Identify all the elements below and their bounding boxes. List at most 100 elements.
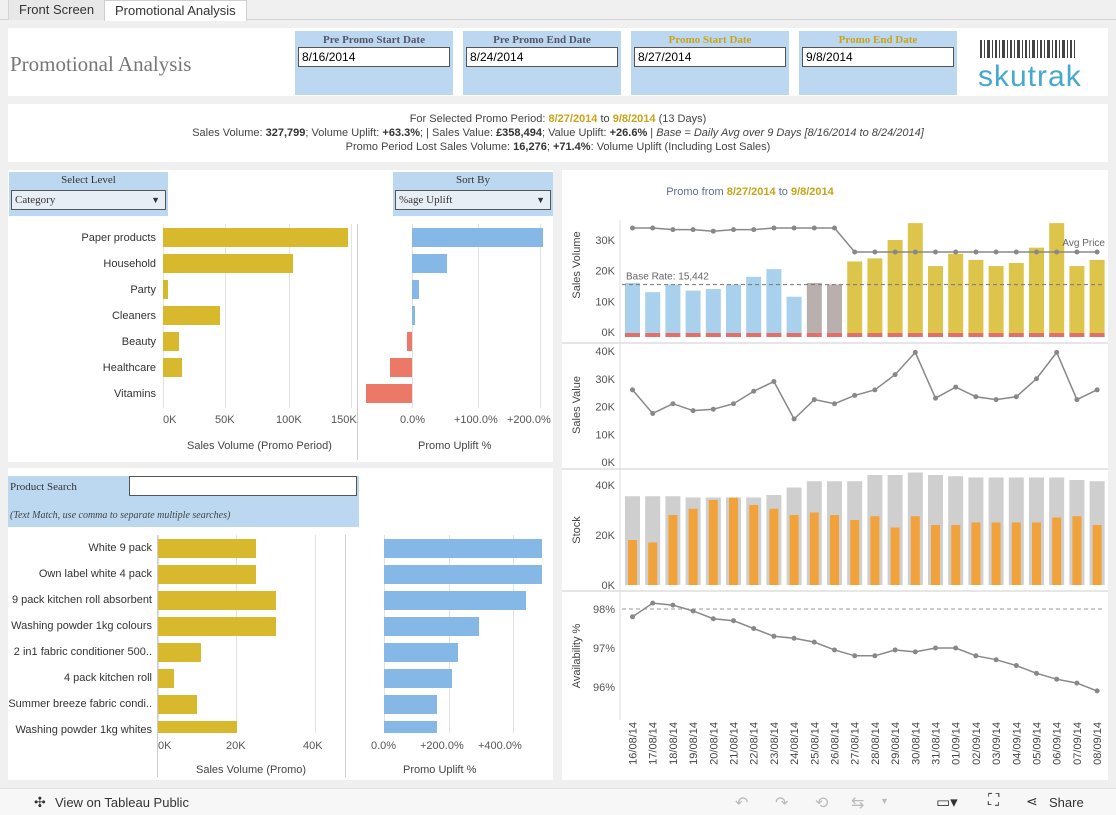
- x-tick-label: 150K: [331, 414, 357, 426]
- sales-volume-bar: [806, 282, 822, 333]
- stock-on-hand-bar: [648, 542, 658, 585]
- x-date-label: 30/08/14: [910, 722, 922, 765]
- uplift-bar: [384, 617, 480, 636]
- lost-sales-bar: [1049, 333, 1065, 337]
- product-search-box: Product Search (Text Match, use comma to…: [8, 476, 359, 527]
- chevron-down-icon[interactable]: ▼: [880, 796, 889, 806]
- chevron-down-icon: ▼: [151, 195, 160, 205]
- sales-volume-bar: [746, 276, 762, 333]
- share-icon[interactable]: ⋖: [1026, 793, 1038, 809]
- date-label: Promo End Date: [838, 34, 918, 46]
- availability-point: [771, 633, 777, 639]
- device-preview-icon[interactable]: ▭▾: [936, 794, 958, 811]
- y-tick-label: 96%: [593, 682, 615, 694]
- lost-sales-bar: [766, 333, 782, 337]
- stock-on-hand-bar: [1032, 522, 1041, 585]
- stock-on-hand-bar: [708, 500, 718, 585]
- availability-point: [953, 645, 959, 651]
- y-axis-title: Sales Volume: [571, 231, 583, 298]
- product-label: 4 pack kitchen roll: [63, 672, 152, 684]
- avg-price-point: [1034, 249, 1039, 255]
- base-rate-label: Base Rate: 15,442: [626, 272, 709, 283]
- stock-on-hand-bar: [1011, 522, 1021, 585]
- avg-price-point: [710, 228, 716, 234]
- select-level-label: Select Level: [61, 174, 116, 186]
- date-label: Pre Promo End Date: [493, 34, 591, 46]
- x-axis-title: Sales Volume (Promo Period): [187, 440, 332, 452]
- avg-price-point: [993, 249, 999, 255]
- tableau-icon: ✣: [34, 794, 46, 810]
- lost-sales-bar: [928, 333, 943, 337]
- axis-divider: [157, 535, 158, 777]
- sort-by: Sort By %age Uplift ▼: [393, 172, 553, 216]
- date-input[interactable]: 8/16/2014: [298, 47, 450, 67]
- refresh-icon[interactable]: ⇆: [851, 795, 865, 812]
- search-hint: (Text Match, use comma to separate multi…: [10, 510, 231, 521]
- fullscreen-icon[interactable]: ⛶: [988, 792, 1000, 809]
- x-date-label: 25/08/14: [809, 722, 821, 765]
- stock-on-hand-bar: [931, 525, 940, 585]
- sales-volume-bar: [786, 296, 802, 333]
- date-input[interactable]: 8/27/2014: [634, 47, 786, 67]
- sort-dropdown[interactable]: %age Uplift ▼: [395, 190, 551, 210]
- share-button[interactable]: Share: [1049, 795, 1084, 810]
- x-tick-label: 0K: [158, 740, 172, 752]
- uplift-bar: [407, 332, 412, 351]
- availability-point: [933, 645, 938, 651]
- sales-volume-bar: [163, 358, 182, 377]
- product-search-input[interactable]: [129, 476, 357, 496]
- lost-sales-bar: [705, 333, 721, 337]
- availability-point: [751, 626, 757, 631]
- avg-price-point: [791, 225, 797, 231]
- category-label: Healthcare: [102, 362, 156, 374]
- timeseries-charts: Sales Volume Sales Value Stock Availability…: [562, 220, 1108, 765]
- category-label: Household: [103, 258, 156, 270]
- sales-volume-bar: [867, 258, 883, 333]
- sales-volume-bar: [968, 259, 984, 333]
- sales-volume-bar: [625, 282, 640, 333]
- uplift-bar: [384, 695, 438, 714]
- y-tick-label: 0K: [602, 327, 616, 339]
- pre-promo-start-date: Pre Promo Start Date 8/16/2014: [295, 31, 453, 95]
- availability-point: [892, 647, 898, 653]
- y-tick-label: 30K: [595, 235, 615, 247]
- sales-volume-bar: [726, 284, 741, 333]
- sales-value-point: [1074, 397, 1080, 403]
- sales-volume-bar: [847, 261, 863, 333]
- redo-icon[interactable]: ↷: [775, 795, 789, 812]
- sales-value-point: [892, 372, 898, 378]
- sales-value-point: [933, 395, 938, 401]
- level-dropdown[interactable]: Category ▼: [11, 190, 166, 210]
- revert-icon[interactable]: ⟲: [815, 795, 829, 812]
- stock-on-hand-bar: [789, 515, 799, 585]
- uplift-bar: [384, 591, 526, 610]
- gridline: [513, 535, 514, 733]
- lost-sales-bar: [907, 333, 923, 337]
- tab-front-screen[interactable]: Front Screen: [8, 0, 106, 20]
- view-on-tableau-link[interactable]: View on Tableau Public: [55, 795, 189, 810]
- uplift-bar: [412, 306, 416, 325]
- y-tick-label: 0K: [602, 580, 616, 592]
- y-tick-label: 20K: [595, 266, 615, 278]
- availability-point: [1054, 676, 1060, 682]
- tab-promotional-analysis[interactable]: Promotional Analysis: [104, 0, 247, 21]
- availability-point: [993, 657, 999, 663]
- axis-divider: [357, 224, 358, 460]
- sales-value-point: [771, 379, 777, 385]
- date-input[interactable]: 9/8/2014: [802, 47, 954, 67]
- page-title: Promotional Analysis: [10, 52, 192, 76]
- sales-volume-bar: [766, 269, 782, 333]
- lost-sales-bar: [786, 333, 802, 337]
- date-input[interactable]: 8/24/2014: [466, 47, 618, 67]
- avg-price-point: [892, 249, 898, 255]
- lost-sales-bar: [968, 333, 984, 337]
- x-date-label: 18/08/14: [668, 722, 680, 765]
- tab-bar: Front Screen Promotional Analysis: [0, 0, 1116, 21]
- avg-price-point: [771, 225, 777, 231]
- undo-icon[interactable]: ↶: [735, 795, 749, 812]
- stock-on-hand-bar: [809, 512, 819, 585]
- category-label: Cleaners: [111, 310, 156, 322]
- y-tick-label: 20K: [595, 402, 615, 414]
- sales-value-point: [852, 392, 858, 398]
- availability-point: [690, 608, 696, 614]
